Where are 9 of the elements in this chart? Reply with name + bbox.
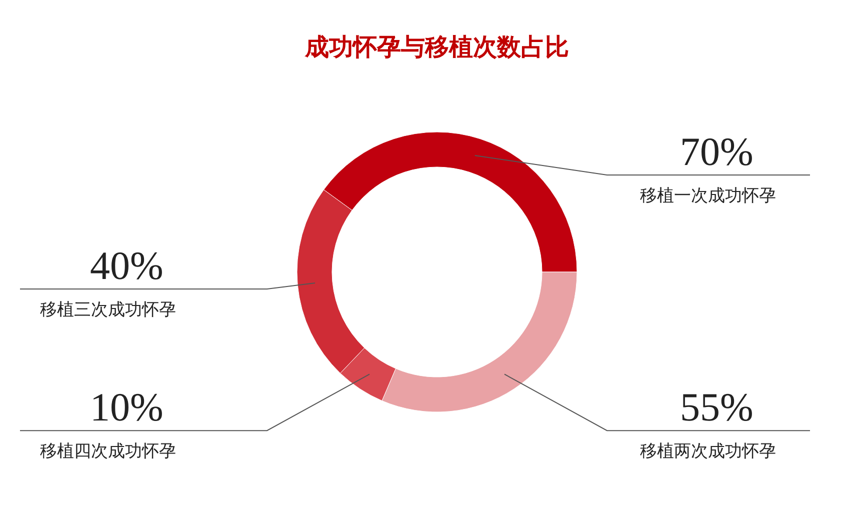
chart-title: 成功怀孕与移植次数占比 [304, 33, 569, 61]
slice-label: 移植四次成功怀孕 [40, 442, 176, 462]
slice-label: 移植一次成功怀孕 [640, 186, 776, 206]
data-label: 40% [90, 243, 164, 288]
data-label: 10% [90, 384, 164, 430]
slice-label: 移植三次成功怀孕 [40, 300, 176, 320]
data-label: 70% [680, 129, 754, 174]
data-label: 55% [680, 384, 754, 430]
slice-label: 移植两次成功怀孕 [640, 442, 776, 462]
